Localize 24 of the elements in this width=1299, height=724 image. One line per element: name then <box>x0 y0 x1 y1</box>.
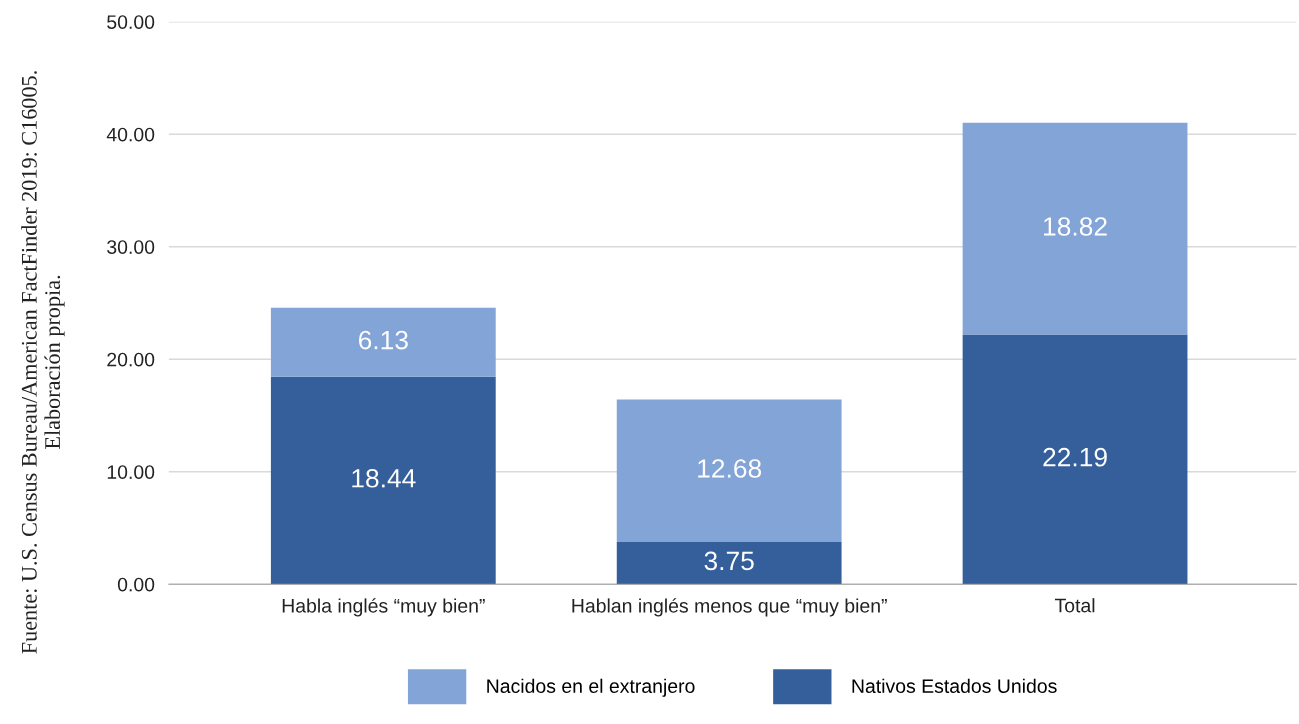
data-label: 22.19 <box>1043 447 1107 467</box>
legend-label: Nacidos en el extranjero <box>487 678 695 697</box>
x-tick-label: Habla inglés “muy bien” <box>282 598 485 617</box>
x-tick-label: Hablan inglés menos que “muy bien” <box>572 598 887 617</box>
y-tick-label: 30.00 <box>107 240 155 254</box>
y-tick-label: 50.00 <box>107 15 155 29</box>
y-tick-label: 0.00 <box>117 577 155 592</box>
y-tick-label: 20.00 <box>107 352 155 367</box>
data-label: 3.75 <box>704 551 754 571</box>
data-label: 18.44 <box>352 468 416 488</box>
bar <box>962 122 1188 335</box>
bar <box>616 399 842 543</box>
bar <box>270 307 496 377</box>
y-tick-label: 10.00 <box>107 465 155 479</box>
data-label: 18.82 <box>1044 217 1107 236</box>
source-note: Fuente: U.S. Census Bureau/American FactFinder 2019: C16005. Elaboración propia. <box>21 71 65 654</box>
x-tick-label: Total <box>1054 598 1095 613</box>
bar <box>270 376 496 585</box>
y-tick-label: 40.00 <box>106 127 155 142</box>
bar <box>616 542 842 585</box>
data-label: 6.13 <box>358 330 408 350</box>
bar <box>962 334 1188 585</box>
legend-label: Nativos Estados Unidos <box>852 678 1057 693</box>
data-label: 12.68 <box>698 459 762 478</box>
